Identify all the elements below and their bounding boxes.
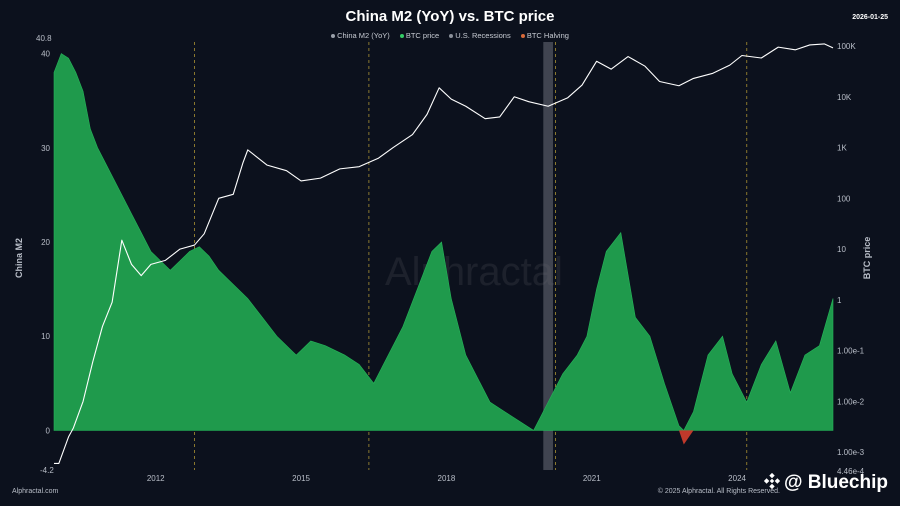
legend-label: China M2 (YoY): [337, 31, 390, 40]
legend-dot-icon: [520, 34, 525, 39]
legend-item-btc-halving[interactable]: BTC Halving: [520, 31, 569, 40]
x-tick-label: 2021: [583, 474, 601, 483]
legend-label: BTC price: [405, 31, 440, 40]
right-tick-label: 100K: [837, 42, 856, 51]
right-tick-label: 100: [837, 194, 851, 203]
right-axis-bottom-label: 4.46e-4: [837, 467, 865, 476]
right-tick-label: 1.00e-1: [837, 347, 865, 356]
left-axis-bottom-label: -4.2: [40, 466, 54, 475]
x-tick-label: 2012: [147, 474, 165, 483]
x-tick-label: 2018: [438, 474, 456, 483]
date-label: 2026-01-25: [852, 14, 888, 21]
left-tick-label: 30: [41, 144, 50, 153]
bluechip-label: @ Bluechip: [783, 472, 888, 493]
right-tick-label: 10: [837, 245, 846, 254]
legend-label: U.S. Recessions: [455, 31, 511, 40]
right-tick-label: 1K: [837, 144, 847, 153]
btc-line-layer: [54, 43, 834, 465]
right-tick-label: 1.00e-3: [837, 448, 865, 457]
source-label: Alphractal.com: [12, 488, 59, 495]
recession-band: [543, 42, 553, 470]
legend-dot-icon: [399, 34, 404, 39]
left-axis-ticks: 0 10 20 30 40 40.8 -4.2: [36, 34, 54, 475]
legend-item-china-m2[interactable]: China M2 (YoY): [331, 31, 390, 40]
recession-layer: [543, 42, 553, 470]
x-axis-ticks: 2012 2015 2018 2021 2024: [147, 474, 747, 483]
legend-label: BTC Halving: [526, 31, 569, 40]
left-tick-label: 0: [46, 426, 51, 435]
m2-area-layer: [53, 53, 834, 445]
bluechip-overlay: @ Bluechip: [763, 472, 888, 494]
left-tick-label: 10: [41, 332, 50, 341]
legend-dot-icon: [449, 34, 454, 39]
right-axis-ticks: 100K 10K 1K 100 10 1 1.00e-1 1.00e-2 1.00e-3 4.46…: [837, 42, 865, 476]
legend-item-us-recessions[interactable]: U.S. Recessions: [449, 31, 511, 40]
right-tick-label: 1.00e-2: [837, 397, 865, 406]
left-tick-label: 40: [41, 50, 50, 59]
right-axis-label: BTC price: [862, 237, 872, 280]
binance-logo-icon: [763, 472, 781, 490]
x-tick-label: 2015: [292, 474, 310, 483]
left-axis-top-label: 40.8: [36, 34, 52, 43]
watermark: Alphractal: [385, 250, 563, 294]
chart-title: China M2 (YoY) vs. BTC price: [345, 8, 555, 25]
copyright-label: © 2025 Alphractal. All Rights Reserved.: [657, 488, 780, 495]
m2-positive-area: [53, 53, 834, 431]
x-tick-label: 2024: [728, 474, 746, 483]
btc-price-line: [54, 43, 834, 465]
m2-negative-area: [54, 430, 833, 445]
right-tick-label: 1: [837, 296, 842, 305]
legend-item-btc-price[interactable]: BTC price: [399, 31, 440, 40]
legend: China M2 (YoY) BTC price U.S. Recessions…: [0, 31, 900, 40]
left-tick-label: 20: [41, 238, 50, 247]
left-axis-label: China M2: [14, 238, 24, 278]
legend-dot-icon: [331, 34, 336, 39]
right-tick-label: 10K: [837, 93, 852, 102]
